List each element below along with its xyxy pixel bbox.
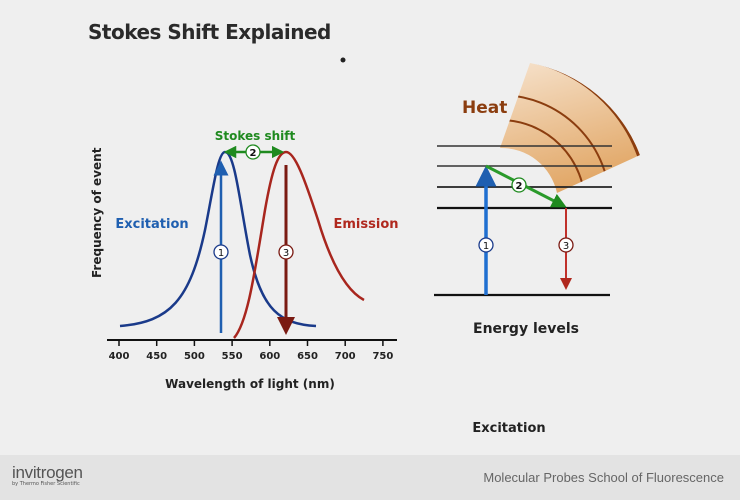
emission-label: Emission bbox=[334, 217, 399, 232]
x-tick-label: 500 bbox=[184, 351, 205, 362]
x-tick-label: 450 bbox=[146, 351, 167, 362]
svg-text:2: 2 bbox=[516, 181, 523, 192]
x-tick-label: 700 bbox=[335, 351, 356, 362]
energy-levels-label: Energy levels bbox=[473, 321, 579, 337]
heat-wedge bbox=[500, 63, 640, 193]
diagram-canvas: Frequency of event 400 450 500 550 600 650 700… bbox=[80, 57, 640, 436]
footer: invitrogen by Thermo Fisher Scientific M… bbox=[0, 455, 740, 500]
energy-marker-1: 1 bbox=[478, 237, 494, 253]
y-axis-label: Frequency of event bbox=[90, 147, 104, 278]
x-tick-label: 550 bbox=[222, 351, 243, 362]
title-underline-dot bbox=[340, 57, 346, 63]
page-title: Stokes Shift Explained bbox=[88, 20, 331, 44]
heat-label: Heat bbox=[462, 98, 507, 118]
svg-text:1: 1 bbox=[218, 248, 224, 259]
energy-marker-3: 3 bbox=[558, 237, 574, 253]
x-axis-label: Wavelength of light (nm) bbox=[165, 377, 335, 391]
marker-2: 2 bbox=[245, 144, 261, 160]
svg-text:3: 3 bbox=[283, 248, 289, 259]
school-name: Molecular Probes School of Fluorescence bbox=[483, 470, 724, 485]
energy-marker-2: 2 bbox=[511, 177, 527, 193]
x-tick-label: 750 bbox=[372, 351, 393, 362]
x-tick-label: 650 bbox=[297, 351, 318, 362]
x-tick-label: 400 bbox=[109, 351, 130, 362]
svg-text:1: 1 bbox=[483, 241, 489, 252]
svg-text:3: 3 bbox=[563, 241, 569, 252]
stokes-shift-label: Stokes shift bbox=[215, 129, 296, 143]
spectrum-chart: Frequency of event 400 450 500 550 600 650 700… bbox=[90, 129, 399, 391]
energy-diagram: Heat 1 2 3 Energy levels bbox=[434, 63, 640, 337]
emission-curve bbox=[233, 150, 365, 339]
marker-1: 1 bbox=[213, 244, 229, 260]
marker-3: 3 bbox=[278, 244, 294, 260]
x-tick-label: 600 bbox=[259, 351, 280, 362]
caption: Excitation bbox=[472, 421, 545, 436]
invitrogen-logo: invitrogen by Thermo Fisher Scientific bbox=[12, 463, 83, 487]
svg-text:2: 2 bbox=[250, 148, 257, 159]
excitation-label: Excitation bbox=[115, 217, 188, 232]
